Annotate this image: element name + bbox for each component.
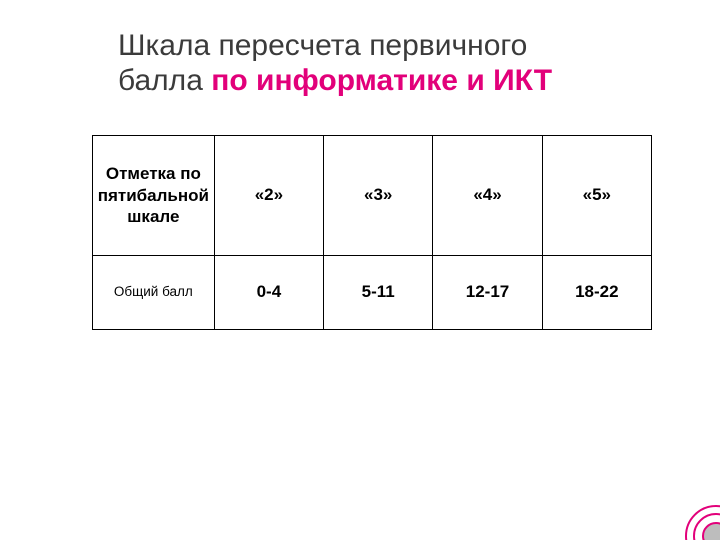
- header-grade-3: «3»: [324, 135, 433, 255]
- slide-title: Шкала пересчета первичного балла по инфо…: [118, 28, 658, 99]
- value-grade-5: 18-22: [542, 255, 651, 329]
- title-line2-bold: по информатике и ИКТ: [211, 64, 552, 97]
- conversion-table: Отметка по пятибальной шкале «2» «3» «4»…: [92, 135, 652, 330]
- slide: Шкала пересчета первичного балла по инфо…: [0, 0, 720, 540]
- header-grade-2: «2»: [214, 135, 323, 255]
- body-row-label: Общий балл: [93, 255, 215, 329]
- corner-decoration-icon: [676, 496, 720, 540]
- value-grade-2: 0-4: [214, 255, 323, 329]
- value-grade-3: 5-11: [324, 255, 433, 329]
- table-header-row: Отметка по пятибальной шкале «2» «3» «4»…: [93, 135, 652, 255]
- table-value-row: Общий балл 0-4 5-11 12-17 18-22: [93, 255, 652, 329]
- header-grade-5: «5»: [542, 135, 651, 255]
- value-grade-4: 12-17: [433, 255, 542, 329]
- header-grade-4: «4»: [433, 135, 542, 255]
- title-line1: Шкала пересчета первичного: [118, 29, 527, 62]
- title-line2-plain: балла: [118, 64, 211, 97]
- header-row-label: Отметка по пятибальной шкале: [93, 135, 215, 255]
